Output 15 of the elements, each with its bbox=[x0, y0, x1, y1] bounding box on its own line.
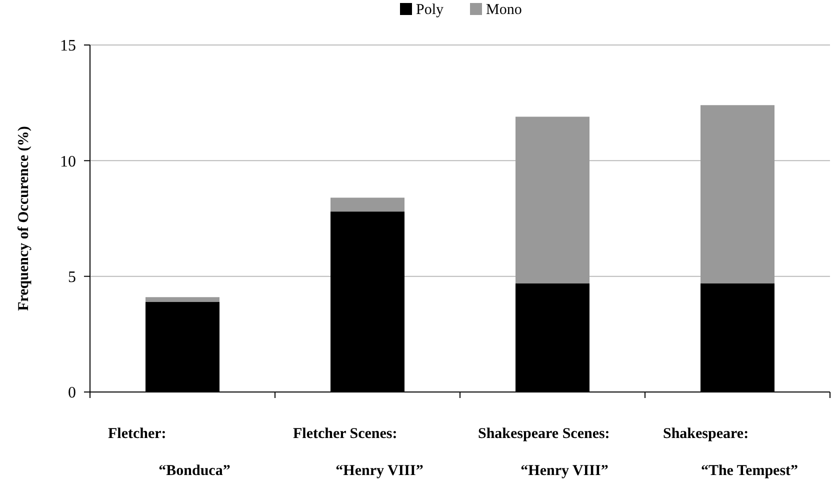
category-label: Fletcher Scenes: “Henry VIII” bbox=[293, 426, 424, 479]
legend-label: Mono bbox=[486, 2, 522, 18]
category-label: Shakespeare Scenes: “Henry VIII” bbox=[478, 426, 610, 479]
y-tick-label: 5 bbox=[68, 268, 76, 286]
legend-label: Poly bbox=[416, 2, 444, 18]
y-tick-label: 15 bbox=[60, 38, 76, 55]
bar bbox=[146, 297, 220, 302]
y-tick-label: 0 bbox=[68, 384, 76, 402]
category-label: Fletcher: “Bonduca” bbox=[108, 426, 230, 479]
bar bbox=[516, 116, 590, 284]
bar bbox=[330, 198, 404, 212]
y-axis-title: Frequency of Occurence (%) bbox=[16, 126, 32, 311]
category-label: Shakespeare: “The Tempest” bbox=[663, 426, 798, 479]
bar bbox=[700, 105, 774, 284]
y-tick-label: 10 bbox=[60, 153, 76, 170]
